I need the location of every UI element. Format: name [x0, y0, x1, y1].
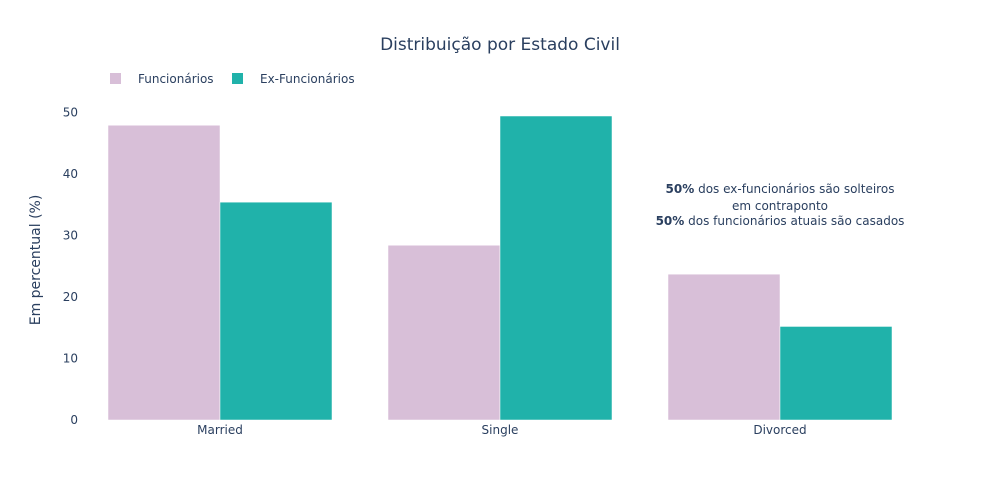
y-axis-title: Em percentual (%) — [28, 195, 44, 326]
y-tick-label: 20 — [63, 290, 78, 304]
y-tick-label: 0 — [70, 413, 78, 427]
bar-married-ex-funcionarios[interactable] — [219, 201, 333, 421]
bar-single-funcionarios[interactable] — [387, 244, 501, 421]
x-tick-label: Single — [482, 423, 519, 437]
annotation-line1-bold: 50% — [666, 182, 695, 196]
bar-divorced-funcionarios[interactable] — [667, 273, 781, 421]
annotation-line3-rest: dos funcionários atuais são casados — [684, 214, 904, 228]
x-axis-ticks: Married Single Divorced — [197, 423, 807, 437]
y-axis-ticks: 0 10 20 30 40 50 — [63, 105, 78, 427]
legend-label: Funcionários — [138, 72, 214, 86]
y-tick-label: 10 — [63, 351, 78, 365]
legend-item[interactable]: Ex-Funcionários — [232, 72, 355, 86]
svg-text:50% dos ex-funcionários são so: 50% dos ex-funcionários são solteiros — [666, 182, 895, 196]
annotation-line2: em contraponto — [732, 199, 828, 213]
x-tick-label: Divorced — [753, 423, 806, 437]
bar-single-ex-funcionarios[interactable] — [499, 115, 613, 421]
legend-item[interactable]: Funcionários — [110, 72, 214, 86]
legend-swatch — [110, 73, 121, 84]
x-tick-label: Married — [197, 423, 243, 437]
legend[interactable]: Funcionários Ex-Funcionários — [110, 72, 355, 86]
annotation: 50% dos ex-funcionários são solteiros em… — [656, 182, 905, 228]
svg-text:50% dos funcionários atuais sã: 50% dos funcionários atuais são casados — [656, 214, 905, 228]
annotation-line1-rest: dos ex-funcionários são solteiros — [694, 182, 894, 196]
y-tick-label: 40 — [63, 167, 78, 181]
bar-married-funcionarios[interactable] — [107, 124, 221, 421]
y-tick-label: 30 — [63, 228, 78, 242]
chart-title: Distribuição por Estado Civil — [380, 35, 620, 55]
annotation-line3-bold: 50% — [656, 214, 685, 228]
bar-divorced-ex-funcionarios[interactable] — [779, 326, 893, 421]
bars — [107, 115, 893, 421]
legend-label: Ex-Funcionários — [260, 72, 355, 86]
legend-swatch — [232, 73, 243, 84]
y-tick-label: 50 — [63, 105, 78, 119]
